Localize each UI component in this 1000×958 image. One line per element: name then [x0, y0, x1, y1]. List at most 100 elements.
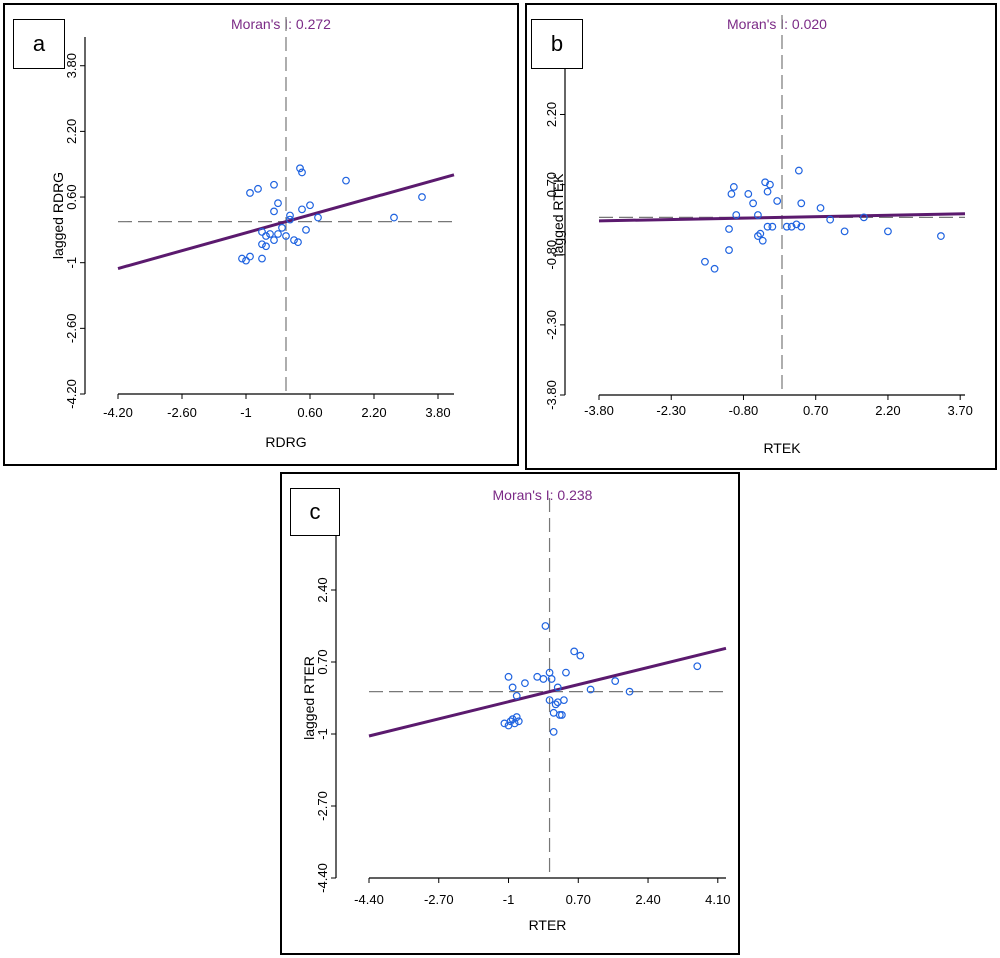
data-point: [782, 222, 791, 231]
data-point: [797, 222, 806, 231]
data-point: [282, 232, 290, 240]
data-point: [792, 220, 801, 229]
data-point: [266, 230, 274, 238]
data-point: [262, 242, 270, 251]
data-point: [761, 178, 770, 187]
x-tick-label: 0.70: [803, 403, 828, 418]
panel-label-c: c: [290, 488, 340, 536]
data-point: [763, 222, 772, 231]
panel-b: Moran's I: 0.020 -3.80 -2.30 -0.80 0.70 2.20 3…: [525, 3, 997, 470]
y-axis-title: lagged RTEK: [550, 173, 566, 257]
data-point: [768, 222, 777, 231]
data-point: [749, 199, 758, 208]
panel-c: Moran's I: 0.238 -4.40 -2.70 -1 0.70 2.40 4.10…: [280, 472, 740, 955]
data-point: [732, 211, 741, 219]
data-point: [710, 264, 719, 273]
moran-title: Moran's I: 0.020: [727, 16, 827, 32]
y-tick-label: 2.40: [315, 577, 330, 602]
data-point: [725, 246, 733, 254]
data-point: [258, 228, 266, 236]
data-point: [270, 180, 278, 189]
data-point: [797, 199, 806, 208]
data-point: [278, 223, 286, 232]
y-axis-title: lagged RDRG: [50, 172, 66, 259]
data-point: [258, 254, 266, 263]
data-point: [787, 222, 796, 231]
data-point: [754, 232, 762, 240]
x-tick-label: 2.20: [361, 405, 386, 420]
data-point: [314, 213, 322, 222]
x-tick-label: -4.20: [103, 405, 133, 420]
data-point: [576, 651, 585, 660]
data-point: [727, 190, 736, 198]
data-point: [296, 164, 304, 173]
y-tick-label: 3.80: [64, 53, 79, 78]
data-point: [744, 190, 753, 198]
data-point: [274, 199, 282, 208]
data-point: [937, 232, 945, 240]
data-point: [506, 717, 515, 726]
data-point: [701, 257, 709, 266]
x-tick-label: 2.20: [875, 403, 900, 418]
scatter-plot-c: Moran's I: 0.238 -4.40 -2.70 -1 0.70 2.40 4.10…: [301, 487, 730, 933]
x-tick-label: -1: [240, 405, 252, 420]
regression-line: [117, 173, 455, 270]
x-tick-label: -2.60: [167, 405, 197, 420]
data-point: [242, 256, 250, 265]
x-tick-label: 0.70: [566, 892, 591, 907]
data-point: [553, 683, 562, 692]
data-point: [521, 679, 529, 688]
x-tick-label: -2.30: [656, 403, 686, 418]
data-point: [298, 168, 306, 177]
data-point: [342, 176, 350, 185]
y-tick-label: -2.30: [544, 310, 559, 340]
data-point: [390, 213, 398, 222]
x-axis-title: RTER: [529, 917, 567, 933]
y-tick-label: -2.60: [64, 314, 79, 344]
y-tick-label: -3.80: [544, 380, 559, 410]
data-point: [758, 236, 767, 245]
x-axis-title: RTEK: [763, 440, 801, 456]
data-point: [547, 675, 556, 683]
data-point: [274, 230, 282, 238]
x-tick-label: 3.80: [425, 405, 450, 420]
x-axis-title: RDRG: [265, 434, 306, 450]
data-point: [508, 683, 517, 692]
data-point: [551, 700, 560, 709]
data-point: [286, 211, 294, 220]
panel-a: Moran's I: 0.272 -4.20 -2.60 -1 0.60 2.20 3.80…: [3, 3, 519, 466]
x-tick-label: -4.40: [354, 892, 384, 907]
data-point: [725, 225, 733, 233]
data-point: [258, 240, 266, 249]
data-point: [246, 189, 254, 197]
x-tick-label: -0.80: [729, 403, 759, 418]
scatter-plot-a: Moran's I: 0.272 -4.20 -2.60 -1 0.60 2.20 3.80…: [50, 16, 455, 450]
x-tick-label: 3.70: [948, 403, 973, 418]
data-point: [625, 687, 634, 696]
data-point: [840, 227, 849, 236]
moran-title: Moran's I: 0.272: [231, 16, 331, 32]
data-point: [549, 708, 558, 717]
data-point: [254, 184, 262, 193]
data-point: [560, 696, 568, 705]
x-tick-label: 0.60: [297, 405, 322, 420]
data-point: [514, 717, 523, 726]
regression-line: [598, 212, 966, 223]
data-point: [754, 211, 762, 219]
y-tick-label: -1: [64, 257, 79, 269]
data-point: [570, 647, 579, 656]
data-point: [539, 675, 548, 683]
data-point: [286, 215, 294, 224]
y-tick-label: 0.60: [64, 184, 79, 209]
data-point: [766, 180, 774, 189]
y-tick-label: -4.40: [315, 863, 330, 893]
data-point: [545, 696, 554, 705]
y-tick-label: -4.20: [64, 379, 79, 409]
data-point: [262, 232, 270, 240]
data-point: [586, 685, 595, 694]
x-tick-label: 4.10: [705, 892, 730, 907]
data-point: [562, 668, 570, 677]
data-point: [826, 215, 835, 224]
y-tick-label: -0.80: [544, 240, 559, 270]
data-point: [884, 227, 892, 236]
